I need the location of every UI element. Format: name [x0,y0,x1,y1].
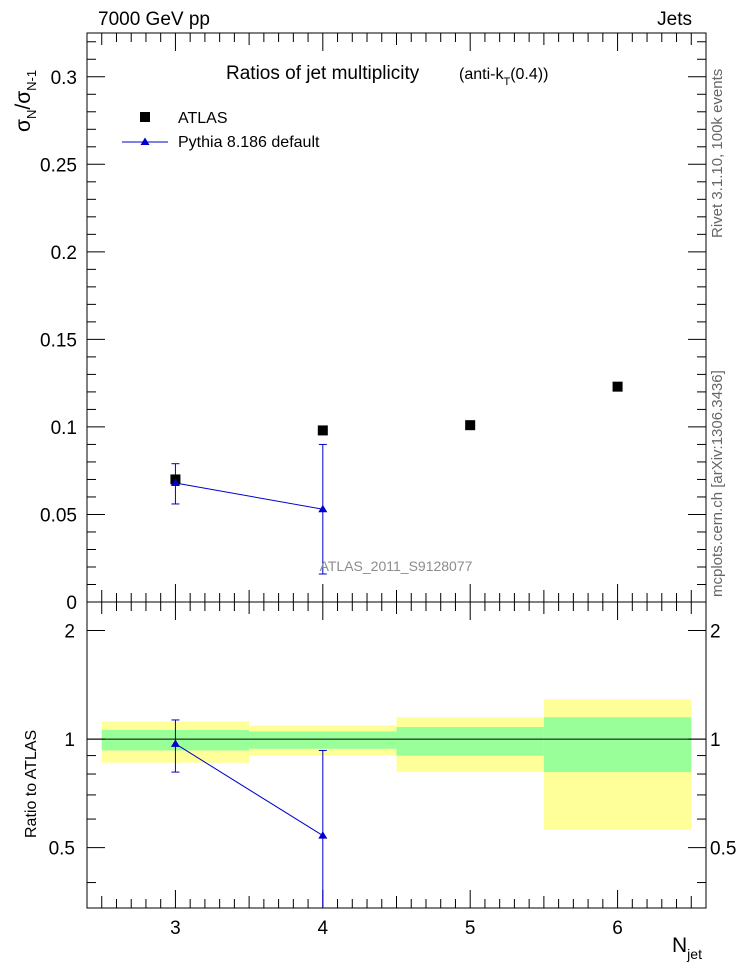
ratio-y-tick-label: 1 [64,730,75,751]
ratio-bands [101,699,692,830]
analysis-annotation: ATLAS_2011_S9128077 [320,558,473,574]
atlas-point [465,420,476,431]
legend-atlas-marker [140,112,150,122]
x-tick-label: 5 [465,918,476,939]
ratio-pythia-line [175,743,324,836]
ratio-y-tick-label-right: 0.5 [710,839,736,860]
ratio-y-ticks: 0.5 0.5 1 1 2 2 [49,622,736,884]
main-x-ticks [101,33,692,602]
atlas-point [612,381,623,392]
ratio-y-tick-label-right: 1 [710,730,721,751]
atlas-point [317,425,328,436]
main-data-layer [170,381,623,575]
legend-pythia-marker [140,137,150,145]
x-tick-label: 4 [318,918,329,939]
main-y-tick-label: 0.2 [51,243,77,264]
ylabel-sub1: N [24,110,39,119]
ratio-y-axis-title: Ratio to ATLAS [23,730,40,838]
title-suffix-post: (0.4)) [510,66,548,83]
ratio-green-band [396,727,544,756]
ratio-y-tick-label-right: 2 [710,622,721,643]
main-y-tick-label: 0.15 [40,330,77,351]
x-tick-label: 3 [170,918,181,939]
pythia-point [170,478,180,486]
ylabel-slash: /σ [12,91,35,110]
xlabel-base: N [672,934,687,957]
main-y-axis-title: σN/σN-1 [12,70,39,132]
chart-title-suffix: (anti-kT(0.4)) [459,66,548,88]
chart-title: Ratios of jet multiplicity [226,63,420,84]
xlabel-sub: jet [686,946,702,962]
header-left: 7000 GeV pp [98,9,210,30]
main-y-tick-label: 0.25 [40,155,77,176]
main-y-tick-label: 0.05 [40,505,77,526]
ratio-data-layer [170,719,328,908]
x-tick-label: 6 [612,918,623,939]
ratio-green-band [249,731,397,749]
ratio-pythia-point [318,831,328,839]
main-y-tick-label: 0 [66,593,77,614]
title-suffix-sub: T [503,76,510,88]
ratio-green-band [543,717,692,773]
main-y-tick-label: 0.3 [51,68,77,89]
x-axis-title: Njet [672,934,702,962]
pythia-point [318,504,328,513]
pythia-line [175,482,323,510]
main-y-ticks: 0 0.05 0.1 0.15 0.2 0.25 0.3 [40,41,706,614]
title-suffix-pre: (anti-k [459,66,504,83]
ratio-pythia-point [170,739,180,747]
ratio-y-tick-label: 2 [64,622,75,643]
ratio-y-tick-label: 0.5 [49,839,75,860]
header-right: Jets [657,9,692,30]
legend-pythia-label: Pythia 8.186 default [178,134,320,151]
ratio-frame [86,601,707,909]
mcplots-label: mcplots.cern.ch [arXiv:1306.3436] [709,370,726,597]
rivet-label: Rivet 3.1.10, 100k events [709,69,726,238]
ratio-panel: 0.5 0.5 1 1 2 2 3 4 5 6 Ratio to ATLAS Njet [23,601,736,962]
ylabel-sub2: N-1 [24,70,39,91]
main-panel: 0 0.05 0.1 0.15 0.2 0.25 0.3 Ratios of jet mul… [12,32,707,614]
legend-atlas-label: ATLAS [178,110,228,127]
main-y-tick-label: 0.1 [51,418,77,439]
ylabel-base: σ [12,119,35,132]
